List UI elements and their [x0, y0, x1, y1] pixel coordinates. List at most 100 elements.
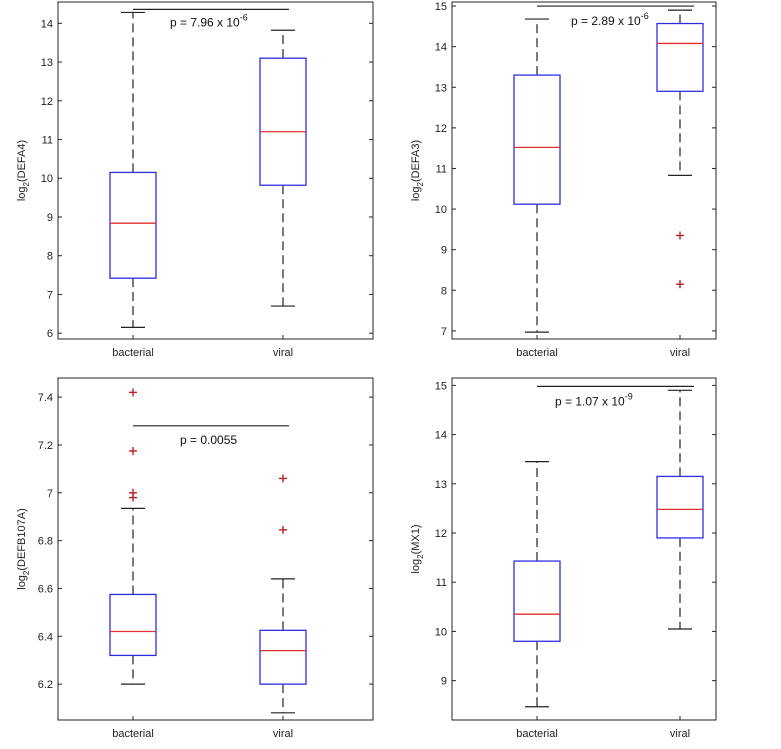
y-tick-label: 9 — [441, 676, 447, 688]
y-tick-label: 6.6 — [38, 583, 53, 595]
y-axis-label-sub: 2 — [416, 181, 425, 186]
p-value-text: p = 7.96 x 10 — [170, 15, 240, 29]
x-tick-label: bacterial — [112, 347, 154, 359]
y-axis-label-gene: DEFB107A — [16, 511, 28, 567]
chart-panel-2: 7 8 9 10 11 12 13 14 15 bacterial viral log2(DEFA3)… — [410, 1, 717, 359]
iqr-box — [656, 22, 704, 92]
axes-frame — [451, 377, 717, 721]
y-axis-label: log2(DEFA3) — [410, 140, 425, 201]
y-axis-label-close: ) — [16, 508, 28, 512]
y-tick-label: 13 — [435, 82, 447, 94]
axes-frame — [451, 1, 717, 340]
chart-panel-4: 9 10 11 12 13 14 15 bacterial viral log2(MX1) p = … — [410, 377, 717, 740]
y-tick-label: 7 — [441, 326, 447, 338]
p-value-text: p = 2.89 x 10 — [571, 14, 641, 28]
iqr-box — [109, 593, 157, 657]
y-tick-label: 9 — [47, 212, 53, 224]
chart-panel-3: 6.2 6.4 6.6 6.8 7 7.2 7.4 bacterial viral log2(DE… — [16, 377, 374, 740]
y-axis-label: log2(DEFA4) — [16, 140, 31, 201]
y-tick-label: 15 — [435, 380, 447, 392]
outlier-marker — [129, 388, 137, 397]
y-tick-label: 6.2 — [38, 679, 53, 691]
p-value-exponent: -9 — [625, 391, 633, 401]
x-tick-label: bacterial — [516, 347, 558, 359]
y-axis-label-prefix: log — [16, 186, 28, 201]
y-tick-label: 11 — [436, 163, 447, 175]
outlier-marker — [129, 446, 137, 455]
p-value-text: p = 1.07 x 10 — [555, 394, 625, 408]
box-viral — [656, 389, 704, 630]
y-tick-label: 14 — [435, 42, 447, 54]
y-tick-label: 13 — [41, 57, 53, 69]
box-viral — [656, 9, 704, 289]
y-tick-label: 6.8 — [38, 536, 53, 548]
p-value-exponent: -6 — [641, 11, 649, 21]
x-tick-label: bacterial — [516, 728, 558, 740]
chart-panel-1: 6 7 8 9 10 11 12 13 14 bacterial viral log2(DEFA4) p… — [16, 1, 374, 359]
p-value-label: p = 2.89 x 10-6 — [571, 11, 649, 28]
p-value-label: p = 7.96 x 10-6 — [170, 12, 248, 29]
iqr-box — [513, 560, 561, 642]
iqr-box — [259, 57, 307, 186]
x-tick-label: viral — [670, 347, 690, 359]
y-tick-label: 7 — [47, 488, 53, 500]
y-tick-label: 6.4 — [38, 631, 53, 643]
y-axis-label-gene: DEFA3 — [410, 144, 422, 179]
y-axis-label-close: ) — [410, 524, 422, 528]
y-tick-label: 12 — [41, 96, 53, 108]
y-axis-label-prefix: log — [16, 575, 28, 590]
x-tick-label: viral — [273, 728, 293, 740]
axes-frame — [57, 377, 374, 721]
iqr-box — [259, 629, 307, 685]
y-tick-label: 10 — [435, 626, 447, 638]
y-tick-label: 12 — [435, 528, 447, 540]
y-axis-label-open: ( — [16, 178, 28, 182]
y-tick-label: 13 — [435, 479, 447, 491]
box-bacterial — [109, 11, 157, 328]
y-axis-label-close: ) — [16, 140, 28, 144]
outlier-marker — [279, 474, 287, 483]
y-tick-label: 9 — [441, 245, 447, 257]
y-axis-label-close: ) — [410, 140, 422, 144]
y-axis-label-gene: DEFA4 — [16, 144, 28, 179]
p-value-exponent: -6 — [240, 12, 248, 22]
box-bacterial — [513, 461, 561, 708]
y-tick-label: 14 — [435, 430, 447, 442]
y-axis-label-open: ( — [410, 550, 422, 554]
y-tick-label: 8 — [47, 251, 53, 263]
y-axis-label-sub: 2 — [22, 570, 31, 575]
y-axis-label: log2(MX1) — [410, 524, 425, 573]
y-axis-label-prefix: log — [410, 559, 422, 574]
box-viral — [259, 29, 307, 307]
outlier-marker — [676, 231, 684, 240]
x-tick-label: bacterial — [112, 728, 154, 740]
box-bacterial — [513, 18, 561, 333]
iqr-box — [656, 475, 704, 539]
y-tick-label: 14 — [41, 18, 53, 30]
y-tick-label: 11 — [436, 577, 447, 589]
y-tick-label: 10 — [41, 173, 53, 185]
x-tick-label: viral — [670, 728, 690, 740]
outlier-marker — [129, 493, 137, 502]
y-axis-label-open: ( — [16, 567, 28, 571]
y-tick-label: 6 — [47, 328, 53, 340]
y-tick-label: 12 — [435, 123, 447, 135]
y-tick-label: 7.2 — [38, 440, 53, 452]
p-value-label: p = 1.07 x 10-9 — [555, 391, 633, 408]
y-tick-label: 7 — [47, 289, 53, 301]
y-axis-label-sub: 2 — [416, 554, 425, 559]
y-tick-label: 10 — [435, 204, 447, 216]
p-value-text: p = 0.0055 — [180, 433, 237, 447]
p-value-label: p = 0.0055 — [180, 433, 237, 447]
y-axis-label-gene: MX1 — [410, 528, 422, 551]
y-tick-label: 8 — [441, 285, 447, 297]
x-tick-label: viral — [273, 347, 293, 359]
box-viral — [259, 474, 307, 714]
y-axis-label-sub: 2 — [22, 181, 31, 186]
y-axis-label-open: ( — [410, 178, 422, 182]
y-tick-label: 7.4 — [38, 392, 53, 404]
outlier-marker — [279, 525, 287, 534]
y-tick-label: 11 — [42, 135, 53, 147]
axes-frame — [57, 1, 374, 340]
